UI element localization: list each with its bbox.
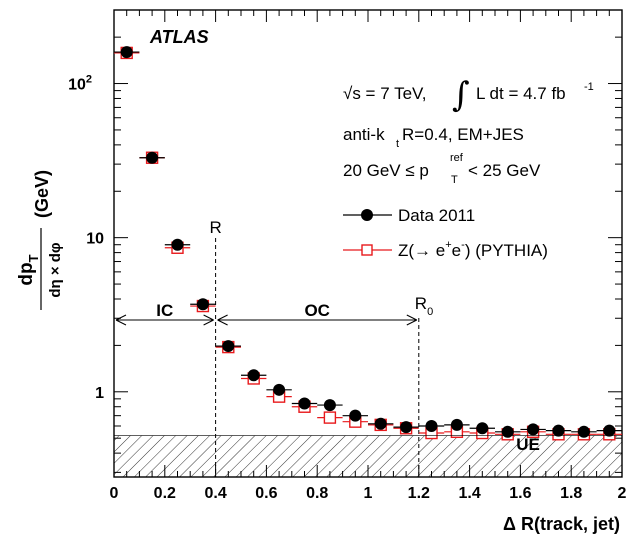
x-tick-label: 1.2 bbox=[408, 485, 430, 502]
axis-ticks: 0 0.2 0.4 0.6 0.8 1 1.2 1.4 1.6 1.8 2 1 10 102 bbox=[68, 9, 627, 502]
data-point bbox=[552, 424, 565, 437]
data-point bbox=[501, 425, 514, 438]
data-point bbox=[527, 423, 540, 436]
pt-sup: ref bbox=[450, 152, 464, 164]
region-guides bbox=[115, 238, 420, 477]
data-point bbox=[374, 417, 387, 430]
data-point bbox=[450, 418, 463, 431]
legend-data-label: Data 2011 bbox=[398, 206, 475, 225]
data-point bbox=[349, 409, 362, 422]
energy-text: √s = 7 TeV, bbox=[343, 84, 427, 103]
legend-data-marker bbox=[361, 209, 373, 221]
plot-frame bbox=[113, 9, 623, 478]
x-tick-label: 1.4 bbox=[458, 485, 480, 502]
data-point bbox=[247, 369, 260, 382]
pt-text-a: 20 GeV ≤ p bbox=[343, 161, 429, 180]
ic-arrow-head-left bbox=[115, 314, 127, 326]
y-tick-label: 10 bbox=[86, 231, 104, 248]
ic-arrow-head-right bbox=[203, 314, 214, 326]
x-tick-label: 2 bbox=[618, 485, 627, 502]
oc-label: OC bbox=[304, 301, 330, 320]
data-point bbox=[603, 424, 616, 437]
x-tick-label: 1.6 bbox=[509, 485, 531, 502]
integral-sign: ∫ bbox=[452, 75, 470, 115]
legend: Data 2011 Z(→ e+e-) (PYTHIA) bbox=[343, 206, 548, 260]
data-point bbox=[273, 383, 286, 396]
lumi-text: L dt = 4.7 fb bbox=[476, 84, 566, 103]
data-point bbox=[222, 340, 235, 353]
data-point bbox=[120, 46, 133, 59]
x-tick-label: 1.8 bbox=[560, 485, 582, 502]
algo-text-b: R=0.4, EM+JES bbox=[402, 125, 524, 144]
data-point bbox=[171, 238, 184, 251]
y-axis-denominator: dη × dφ bbox=[47, 242, 64, 298]
info-text: √s = 7 TeV, ∫ L dt = 4.7 fb -1 anti-k t … bbox=[343, 75, 594, 186]
y-axis-numerator: dpT bbox=[16, 254, 41, 285]
data-point bbox=[577, 425, 590, 438]
y-axis-unit: (GeV) bbox=[32, 170, 52, 218]
legend-mc-label: Z(→ e+e-) (PYTHIA) bbox=[398, 239, 548, 260]
x-tick-label: 0.2 bbox=[154, 485, 176, 502]
oc-arrow-head-right bbox=[406, 314, 418, 326]
legend-mc-marker bbox=[361, 244, 373, 256]
r0-label: R0 bbox=[415, 294, 433, 318]
x-tick-label: 0.6 bbox=[255, 485, 277, 502]
y-tick-label: 102 bbox=[68, 74, 92, 94]
x-tick-label: 1 bbox=[364, 485, 373, 502]
x-tick-label: 0.4 bbox=[204, 485, 226, 502]
data-point bbox=[298, 397, 311, 410]
algo-text-a: anti-k bbox=[343, 125, 385, 144]
algo-sub: t bbox=[396, 138, 399, 150]
ue-label: UE bbox=[516, 435, 540, 454]
pt-sub: T bbox=[451, 174, 458, 186]
data-point bbox=[323, 399, 336, 412]
x-tick-label: 0 bbox=[110, 485, 119, 502]
ic-label: IC bbox=[156, 301, 173, 320]
x-axis-title: Δ R(track, jet) bbox=[503, 514, 620, 534]
data-point bbox=[146, 151, 159, 164]
pt-text-b: < 25 GeV bbox=[468, 161, 541, 180]
mc-point bbox=[323, 411, 337, 424]
y-axis-title: dpT dη × dφ (GeV) bbox=[16, 170, 64, 310]
oc-arrow-head-left bbox=[217, 314, 228, 326]
data-point bbox=[400, 421, 413, 434]
data-point bbox=[196, 298, 209, 311]
y-tick-label: 1 bbox=[95, 385, 104, 402]
lumi-sup: -1 bbox=[584, 81, 594, 93]
data-points bbox=[114, 46, 622, 441]
r-label: R bbox=[209, 218, 221, 237]
data-point bbox=[425, 419, 438, 432]
data-point bbox=[476, 422, 489, 435]
x-tick-label: 0.8 bbox=[306, 485, 328, 502]
atlas-label: ATLAS bbox=[149, 27, 209, 47]
